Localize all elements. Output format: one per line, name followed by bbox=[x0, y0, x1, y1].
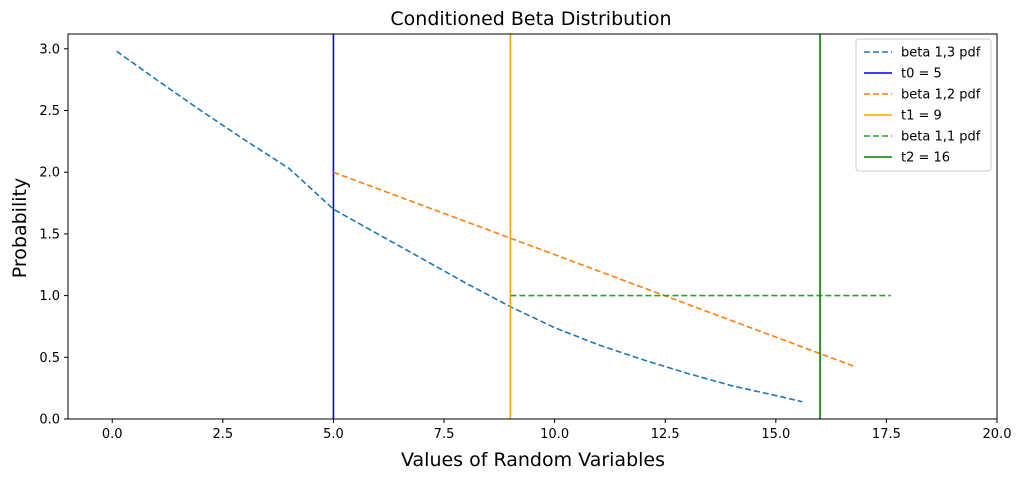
legend: beta 1,3 pdf t0 = 5 beta 1,2 pdf t1 = 9 beta… bbox=[855, 38, 992, 172]
x-axis-label: Values of Random Variables bbox=[401, 449, 665, 471]
x-tick-label: 15.0 bbox=[761, 427, 790, 442]
legend-box bbox=[855, 38, 992, 172]
x-axis: 0.0 2.5 5.0 7.5 10.0 12.5 15.0 17.5 20.0 bbox=[102, 419, 1012, 442]
series-line-2 bbox=[333, 171, 854, 367]
legend-label: t2 = 16 bbox=[901, 151, 950, 166]
x-tick-label: 12.5 bbox=[651, 427, 680, 442]
plot-frame bbox=[67, 33, 998, 420]
y-axis-label: Probability bbox=[9, 178, 31, 278]
x-tick-label: 2.5 bbox=[212, 427, 233, 442]
chart-title: Conditioned Beta Distribution bbox=[390, 8, 671, 30]
legend-label: beta 1,3 pdf bbox=[901, 46, 981, 61]
legend-label: t0 = 5 bbox=[901, 67, 942, 82]
y-axis: 0.0 0.5 1.0 1.5 2.0 2.5 3.0 bbox=[39, 42, 68, 428]
x-tick-label: 20.0 bbox=[983, 427, 1012, 442]
x-tick-label: 7.5 bbox=[434, 427, 455, 442]
legend-label: beta 1,1 pdf bbox=[901, 130, 981, 145]
series-line-0 bbox=[116, 50, 803, 403]
y-tick-label: 0.5 bbox=[39, 351, 60, 366]
y-tick-label: 3.0 bbox=[39, 42, 60, 57]
legend-label: t1 = 9 bbox=[901, 109, 942, 124]
x-tick-label: 10.0 bbox=[540, 427, 569, 442]
x-tick-label: 0.0 bbox=[102, 427, 123, 442]
y-tick-label: 2.5 bbox=[39, 104, 60, 119]
y-tick-label: 1.0 bbox=[39, 289, 60, 304]
x-tick-label: 17.5 bbox=[872, 427, 901, 442]
y-tick-label: 2.0 bbox=[39, 166, 60, 181]
plot-area bbox=[67, 33, 998, 420]
x-tick-label: 5.0 bbox=[323, 427, 344, 442]
y-tick-label: 1.5 bbox=[39, 227, 60, 242]
y-tick-label: 0.0 bbox=[39, 413, 60, 428]
legend-label: beta 1,2 pdf bbox=[901, 88, 981, 103]
